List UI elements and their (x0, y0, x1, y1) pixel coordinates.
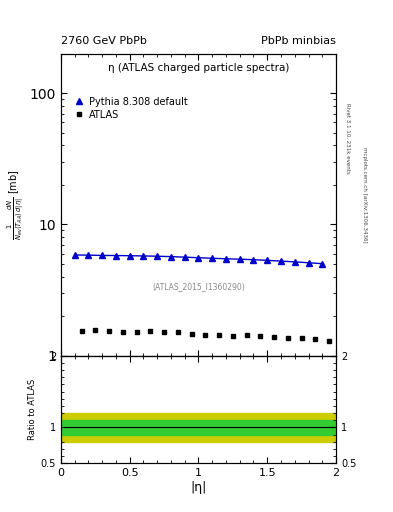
Pythia 8.308 default (320, 261, 325, 267)
Y-axis label: $\frac{1}{N_{ev}\langle T_{AA}\rangle}\frac{dN}{d|\eta|}$ [mb]: $\frac{1}{N_{ev}\langle T_{AA}\rangle}\f… (6, 169, 26, 240)
Pythia 8.308 default (155, 253, 160, 259)
Pythia 8.308 default (182, 254, 187, 260)
Pythia 8.308 default (86, 252, 91, 258)
Pythia 8.308 default (306, 260, 311, 266)
Pythia 8.308 default (237, 256, 242, 262)
Text: PbPb minbias: PbPb minbias (261, 36, 336, 46)
Text: mcplots.cern.ch [arXiv:1306.3436]: mcplots.cern.ch [arXiv:1306.3436] (362, 147, 367, 242)
Legend: Pythia 8.308 default, ATLAS: Pythia 8.308 default, ATLAS (71, 95, 189, 122)
Line: Pythia 8.308 default: Pythia 8.308 default (72, 252, 325, 266)
Text: η (ATLAS charged particle spectra): η (ATLAS charged particle spectra) (108, 63, 289, 73)
Pythia 8.308 default (265, 258, 270, 264)
Pythia 8.308 default (279, 258, 283, 264)
Pythia 8.308 default (251, 257, 256, 263)
Pythia 8.308 default (127, 252, 132, 259)
X-axis label: |η|: |η| (190, 481, 207, 494)
Pythia 8.308 default (100, 252, 105, 259)
Text: Rivet 3.1.10, 231k events: Rivet 3.1.10, 231k events (345, 103, 350, 174)
Y-axis label: Ratio to ATLAS: Ratio to ATLAS (28, 379, 37, 440)
Pythia 8.308 default (196, 254, 201, 261)
Text: 2760 GeV PbPb: 2760 GeV PbPb (61, 36, 147, 46)
Pythia 8.308 default (141, 253, 146, 259)
Pythia 8.308 default (72, 252, 77, 258)
Pythia 8.308 default (114, 252, 118, 259)
Pythia 8.308 default (169, 253, 173, 260)
Pythia 8.308 default (210, 255, 215, 261)
Pythia 8.308 default (292, 259, 297, 265)
Pythia 8.308 default (224, 255, 228, 262)
Text: (ATLAS_2015_I1360290): (ATLAS_2015_I1360290) (152, 282, 245, 291)
